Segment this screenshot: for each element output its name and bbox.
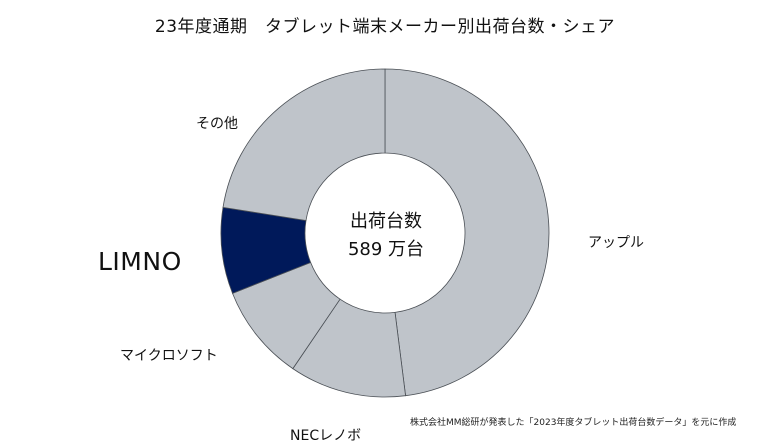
slice-label-1: NECレノボ xyxy=(290,428,362,444)
slice-label-0: アップル xyxy=(588,235,644,251)
slice-label-2: マイクロソフト xyxy=(120,348,218,364)
pie-slice-0 xyxy=(384,68,550,397)
slice-label-4: その他 xyxy=(196,116,238,132)
center-label-total: 589 万台 xyxy=(347,239,425,260)
slice-label-3: LIMNO xyxy=(98,247,182,276)
pie-slice-4 xyxy=(222,68,386,221)
chart-title: 23年度通期 タブレット端末メーカー別出荷台数・シェア xyxy=(154,17,616,37)
center-label-title: 出荷台数 xyxy=(350,211,422,232)
source-note: 株式会社MM総研が発表した「2023年度タブレット出荷台数データ」を元に作成 xyxy=(410,418,737,428)
